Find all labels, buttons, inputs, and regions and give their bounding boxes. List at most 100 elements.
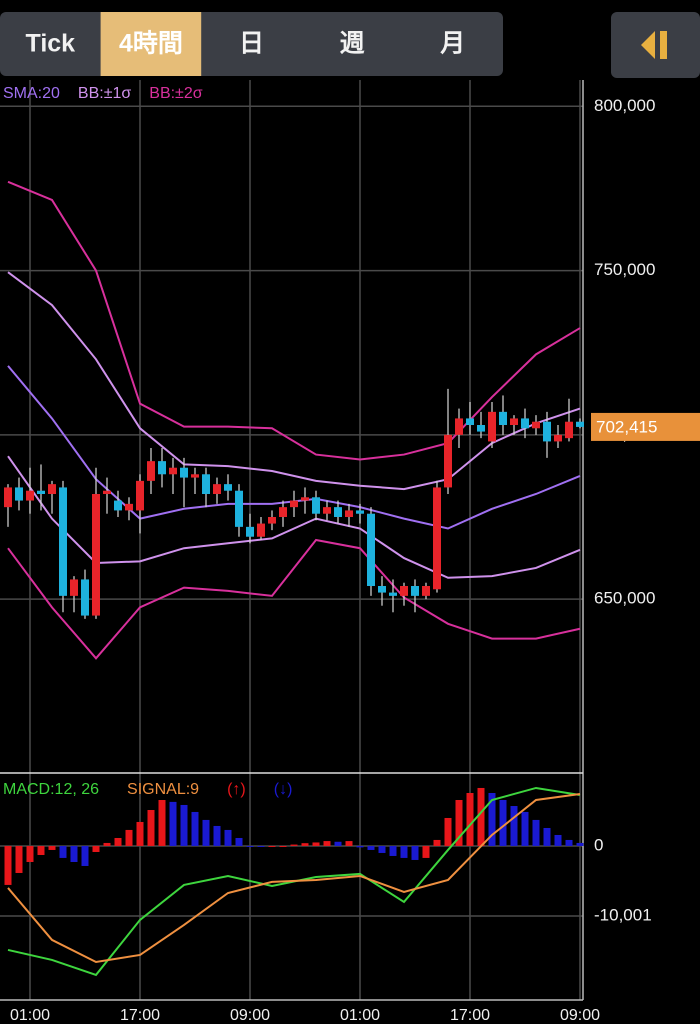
histogram-bar — [466, 793, 474, 846]
candle-body — [554, 434, 562, 442]
histogram-bar — [356, 845, 364, 848]
tab[interactable]: 月 — [439, 30, 465, 58]
tab-selected-bg — [100, 12, 202, 76]
histogram-bar — [114, 837, 122, 846]
candle-body — [180, 467, 188, 478]
candle-body — [224, 484, 232, 491]
plot-area: 800,000750,000700,000650,0000-10,00101:0… — [0, 80, 700, 1024]
y-tick-label: -10,001 — [594, 905, 652, 924]
candle-body — [389, 592, 397, 596]
histogram-bar — [499, 799, 507, 846]
candle-body — [70, 579, 78, 596]
histogram-bar — [389, 845, 397, 856]
panel-toggle-button[interactable] — [611, 12, 700, 78]
x-tick-label: 17:00 — [120, 1007, 160, 1024]
histogram-bar — [15, 845, 23, 873]
candle-body — [477, 425, 485, 432]
histogram-bar — [202, 819, 210, 846]
candle-body — [499, 411, 507, 425]
candle-body — [301, 497, 309, 501]
candle-body — [103, 490, 111, 494]
histogram-bar — [125, 829, 133, 846]
candle-body — [576, 421, 584, 427]
candle-body — [213, 484, 221, 494]
candle-body — [455, 418, 463, 435]
candle-body — [235, 490, 243, 527]
band-line — [7, 455, 581, 579]
candle-body — [444, 434, 452, 488]
last-price-badge — [591, 412, 700, 441]
histogram-bar — [213, 825, 221, 846]
indicator-line — [7, 792, 581, 964]
band-line — [7, 538, 581, 660]
candle-body — [37, 490, 45, 494]
candle-body — [246, 526, 254, 537]
histogram-bar — [268, 845, 276, 847]
candle-body — [158, 461, 166, 475]
tab[interactable]: Tick — [26, 30, 76, 58]
histogram-bar — [367, 845, 375, 850]
histogram-bar — [488, 793, 496, 846]
histogram-bar — [158, 799, 166, 846]
legend-entry: (↑) — [227, 781, 246, 798]
histogram-bar — [400, 845, 408, 858]
candle-body — [543, 421, 551, 442]
x-tick-label: 09:00 — [230, 1007, 270, 1024]
candle-body — [565, 421, 573, 439]
candle-body — [268, 517, 276, 524]
histogram-bar — [422, 845, 430, 858]
histogram-bar — [235, 837, 243, 846]
candle-body — [345, 510, 353, 517]
y-tick-label: 750,000 — [594, 260, 655, 279]
histogram-bar — [26, 845, 34, 862]
candle-body — [4, 487, 12, 508]
candle-body — [114, 500, 122, 511]
histogram-bar — [59, 845, 67, 858]
candle-body — [125, 503, 133, 511]
tab[interactable]: 週 — [340, 30, 365, 58]
histogram-bar — [169, 801, 177, 846]
histogram-bar — [257, 845, 265, 847]
histogram-bar — [444, 817, 452, 846]
candle-body — [136, 480, 144, 511]
x-tick-label: 01:00 — [340, 1007, 380, 1024]
histogram-bar — [180, 804, 188, 846]
histogram-bar — [455, 799, 463, 846]
y-tick-label: 0 — [594, 835, 603, 854]
y-tick-label: 800,000 — [594, 96, 655, 115]
tab[interactable]: 4時間 — [119, 29, 183, 58]
toggle-icon-bar — [660, 31, 667, 59]
histogram-bar — [70, 845, 78, 862]
histogram-bar — [543, 827, 551, 846]
candle-body — [147, 461, 155, 481]
histogram-bar — [290, 844, 298, 846]
candle-body — [323, 507, 331, 514]
histogram-bar — [477, 787, 485, 846]
candle-body — [257, 523, 265, 537]
candle-body — [356, 510, 364, 514]
histogram-bar — [136, 821, 144, 846]
candle-body — [422, 586, 430, 596]
histogram-bar — [81, 845, 89, 866]
band-line — [7, 180, 581, 461]
histogram-bar — [92, 845, 100, 852]
candle-body — [378, 586, 386, 593]
candle-body — [521, 418, 529, 429]
histogram-bar — [433, 839, 441, 846]
histogram-bar — [301, 843, 309, 846]
histogram-bar — [334, 841, 342, 846]
histogram-bar — [48, 845, 56, 850]
tab[interactable]: 日 — [239, 30, 264, 58]
toggle-icon — [641, 31, 655, 59]
histogram-bar — [147, 810, 155, 846]
candle-body — [15, 487, 23, 501]
histogram-bar — [576, 842, 584, 846]
candle-body — [334, 507, 342, 517]
last-price-label: 702,415 — [596, 417, 657, 436]
candle-body — [466, 418, 474, 425]
histogram-bar — [565, 839, 573, 846]
histogram-bar — [224, 829, 232, 846]
x-tick-label: 17:00 — [450, 1007, 490, 1024]
